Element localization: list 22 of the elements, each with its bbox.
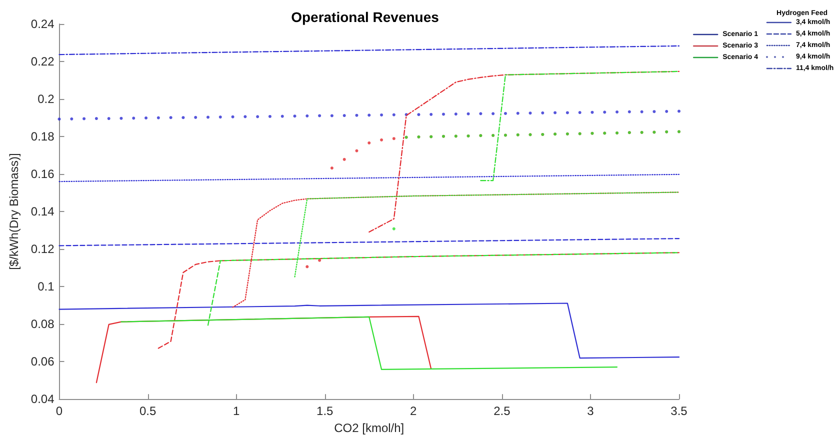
x-tick-label: 2 [410, 404, 418, 418]
y-axis-title: [$/kWh(Dry Biomass)] [7, 153, 21, 270]
x-tick-label: 0.5 [139, 404, 156, 418]
x-axis-title: CO2 [kmol/h] [334, 421, 404, 435]
y-tick-label: 0.14 [30, 204, 55, 219]
y-tick-label: 0.22 [30, 54, 55, 69]
y-tick-label: 0.12 [30, 242, 55, 256]
y-tick-label: 0.16 [30, 167, 55, 182]
chart-title: Operational Revenues [291, 9, 440, 25]
x-tick-label: 1.5 [316, 404, 334, 418]
y-tick-label: 0.04 [30, 392, 55, 406]
x-tick-label: 0 [56, 404, 63, 418]
y-tick-label: 0.24 [30, 17, 55, 31]
y-tick-label: 0.1 [38, 280, 55, 294]
x-tick-label: 1 [232, 404, 240, 418]
y-tick-label: 0.08 [30, 317, 55, 332]
x-tick-label: 3 [587, 404, 594, 418]
y-tick-label: 0.06 [30, 354, 55, 369]
x-tick-label: 2.5 [494, 404, 511, 418]
y-tick-label: 0.2 [38, 92, 55, 106]
y-tick-label: 0.18 [30, 130, 55, 144]
x-tick-label: 3.5 [670, 404, 688, 418]
